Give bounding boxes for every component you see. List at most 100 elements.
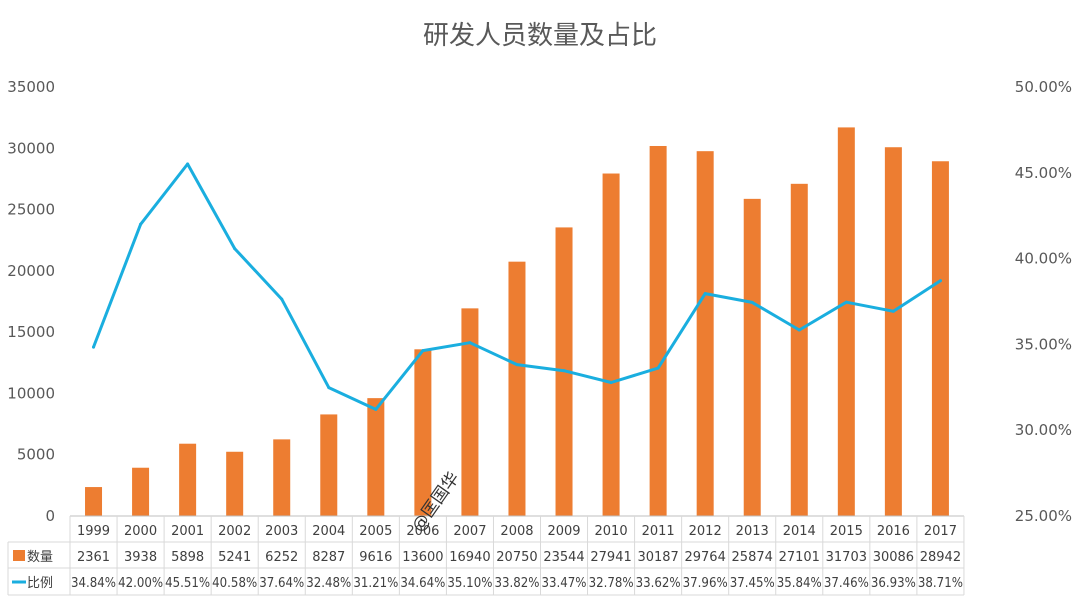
table-cell-ratio: 37.64% [259,576,304,591]
right-axis-tick-label: 25.00% [1015,507,1072,525]
line-point [139,222,143,226]
line-point [468,341,472,345]
x-tick-label: 2004 [312,524,345,539]
table-cell-ratio: 36.93% [871,576,916,591]
left-axis-tick-label: 25000 [7,201,55,219]
left-axis-tick-label: 15000 [7,323,55,341]
bar [179,443,197,516]
x-tick-label: 2007 [453,524,486,539]
right-axis-tick-label: 40.00% [1015,250,1072,268]
line-point [515,363,519,367]
chart-title: 研发人员数量及占比 [423,21,657,51]
x-tick-label: 2000 [124,524,157,539]
table-cell-count: 28942 [920,550,961,565]
table-cell-count: 8287 [312,550,345,565]
bar [696,151,714,516]
x-tick-label: 2013 [736,524,769,539]
x-tick-label: 2002 [218,524,251,539]
table-cell-count: 3938 [124,550,157,565]
left-axis-tick-label: 30000 [7,139,55,157]
line-point [938,279,942,283]
x-tick-label: 2016 [877,524,910,539]
right-axis-tick-label: 50.00% [1015,78,1072,96]
bar [132,467,150,516]
line-point [891,309,895,313]
x-tick-label: 2003 [265,524,298,539]
bar [743,198,761,516]
bar [85,487,103,516]
table-cell-count: 16940 [449,550,490,565]
line-series [92,162,942,411]
table-cell-ratio: 33.62% [636,576,681,591]
table-cell-ratio: 45.51% [165,576,210,591]
right-axis: 25.00% 30.00% 35.00% 40.00% 45.00% 50.00% [1015,78,1072,525]
bar [508,261,526,516]
left-axis-tick-label: 35000 [7,78,55,96]
data-table: 1999 2000 2001 2002 2003 2004 2005 2006 2007 2008… [7,515,965,596]
x-tick-label: 1999 [77,524,110,539]
bar [602,173,620,516]
line-point [186,162,190,166]
line-point [327,386,331,390]
line-point [421,349,425,353]
line-point [233,247,237,251]
line-point [703,292,707,296]
x-tick-label: 2006 [406,524,439,539]
x-tick-label: 2005 [359,524,392,539]
x-tick-label: 2014 [783,524,816,539]
table-cell-count: 31703 [826,550,867,565]
right-axis-tick-label: 35.00% [1015,335,1072,353]
bar [414,349,432,516]
left-axis-tick-label: 0 [45,507,55,525]
table-cell-ratio: 38.71% [918,576,963,591]
table-cell-count: 20750 [496,550,537,565]
bar [790,183,808,517]
bar [931,161,949,516]
table-cell-count: 13600 [402,550,443,565]
table-cell-ratio: 37.46% [824,576,869,591]
line-point [374,407,378,411]
bar [273,439,291,516]
line-point [797,328,801,332]
table-cell-ratio: 37.96% [683,576,728,591]
line-point [609,380,613,384]
table-cell-ratio: 31.21% [353,576,398,591]
left-axis: 0 5000 10000 15000 20000 25000 30000 35000 [7,78,55,525]
table-cell-ratio: 40.58% [212,576,257,591]
x-tick-label: 2012 [689,524,722,539]
table-cell-ratio: 35.84% [777,576,822,591]
table-cell-count: 2361 [77,550,110,565]
table-cell-count: 27101 [779,550,820,565]
legend-label-line: 比例 [27,576,53,591]
right-axis-tick-label: 30.00% [1015,421,1072,439]
table-cell-ratio: 32.48% [306,576,351,591]
table-cell-ratio: 42.00% [118,576,163,591]
x-tick-label: 2009 [547,524,580,539]
bar [367,398,385,516]
table-cell-ratio: 33.82% [494,576,539,591]
bar [320,414,338,516]
table-cell-count: 30086 [873,550,914,565]
left-axis-tick-label: 20000 [7,262,55,280]
table-cell-ratio: 35.10% [447,576,492,591]
left-axis-tick-label: 10000 [7,384,55,402]
line-point [844,300,848,304]
x-tick-label: 2015 [830,524,863,539]
left-axis-tick-label: 5000 [17,446,55,464]
table-cell-ratio: 37.45% [730,576,775,591]
bar [837,127,855,516]
line-point [92,345,96,349]
table-cell-count: 5898 [171,550,204,565]
bar [226,451,244,516]
line-point [750,300,754,304]
bar-series [85,127,949,517]
x-tick-label: 2010 [595,524,628,539]
table-cell-count: 9616 [359,550,392,565]
table-cell-ratio: 33.47% [542,576,587,591]
table-cell-count: 27941 [590,550,631,565]
table-cell-count: 5241 [218,550,251,565]
bar [461,308,479,516]
right-axis-tick-label: 45.00% [1015,164,1072,182]
table-cell-ratio: 34.64% [400,576,445,591]
line-point [562,369,566,373]
